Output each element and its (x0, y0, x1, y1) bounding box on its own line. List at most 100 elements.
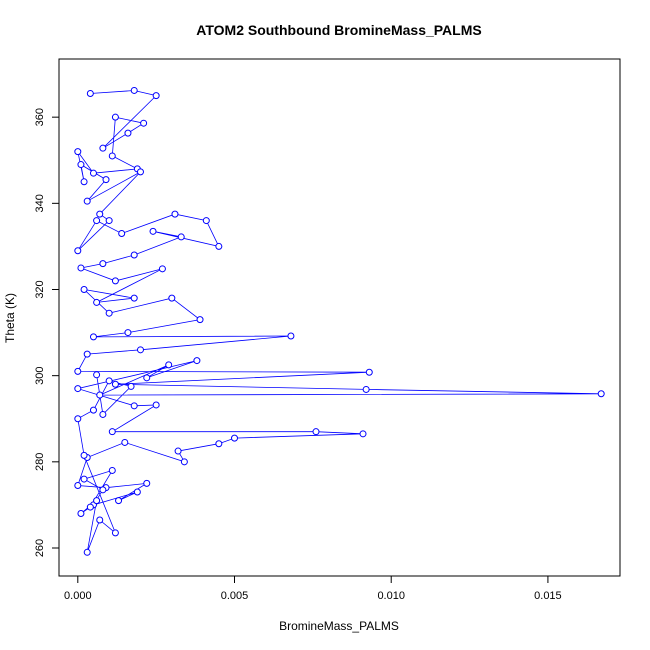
data-point (174, 447, 182, 455)
data-point (83, 197, 91, 205)
plot-frame (58, 58, 621, 577)
data-point (196, 316, 204, 324)
y-axis: 260 280 300 320 340 360 (34, 108, 60, 557)
data-point (89, 333, 97, 341)
data-point (74, 415, 82, 423)
data-point (158, 265, 166, 273)
data-point (143, 374, 151, 382)
data-point (93, 217, 101, 225)
data-point (89, 406, 97, 414)
data-point (130, 294, 138, 302)
data-point (74, 148, 82, 156)
data-point (80, 451, 88, 459)
y-tick-label: 260 (34, 539, 46, 557)
data-point (312, 428, 320, 436)
data-point (99, 144, 107, 152)
data-point (108, 428, 116, 436)
data-point (202, 217, 210, 225)
data-point (121, 438, 129, 446)
data-point (105, 377, 113, 385)
data-point (108, 152, 116, 160)
data-point (115, 497, 123, 505)
y-tick-label: 280 (34, 453, 46, 471)
data-point (127, 382, 135, 390)
data-point (102, 176, 110, 184)
series-line (76, 90, 602, 553)
x-axis-label: BromineMass_PALMS (279, 619, 399, 633)
data-point (111, 277, 119, 285)
data-point (362, 385, 370, 393)
data-point (93, 497, 101, 505)
data-point (89, 169, 97, 177)
data-point (152, 92, 160, 100)
data-point (105, 217, 113, 225)
y-tick-label: 340 (34, 194, 46, 212)
data-point (177, 233, 185, 241)
data-point (80, 285, 88, 293)
data-point (365, 368, 373, 376)
x-tick-label: 0.010 (377, 590, 405, 602)
y-axis-label: Theta (K) (3, 293, 17, 343)
data-point (83, 548, 91, 556)
data-point (111, 113, 119, 121)
data-point (74, 482, 82, 490)
data-point (124, 129, 132, 137)
data-point (359, 430, 367, 438)
data-point (111, 380, 119, 388)
x-tick-label: 0.000 (64, 590, 92, 602)
data-layer (74, 86, 605, 556)
data-point (149, 227, 157, 235)
y-tick-label: 320 (34, 280, 46, 298)
data-point (180, 458, 188, 466)
data-point (77, 161, 85, 169)
data-point (136, 168, 144, 176)
data-point (74, 367, 82, 375)
data-point (83, 350, 91, 358)
data-point (124, 329, 132, 337)
data-point (130, 251, 138, 259)
data-point (108, 466, 116, 474)
data-point (77, 264, 85, 272)
data-point (130, 402, 138, 410)
data-point (171, 210, 179, 218)
data-point (96, 210, 104, 218)
data-point (80, 475, 88, 483)
data-point (96, 391, 104, 399)
data-point (165, 361, 173, 369)
data-point (287, 332, 295, 340)
data-point (105, 309, 113, 317)
data-point (168, 294, 176, 302)
data-point (93, 298, 101, 306)
data-point (215, 242, 223, 250)
data-point (140, 119, 148, 127)
data-point (99, 486, 107, 494)
data-point (231, 434, 239, 442)
data-point (143, 479, 151, 487)
x-axis: 0.000 0.005 0.010 0.015 (64, 575, 562, 602)
data-point (77, 510, 85, 518)
data-point (80, 178, 88, 186)
data-point (99, 260, 107, 268)
data-point (111, 529, 119, 537)
data-point (193, 357, 201, 365)
data-point (118, 229, 126, 237)
y-tick-label: 360 (34, 108, 46, 126)
x-tick-label: 0.005 (221, 590, 249, 602)
data-point (597, 390, 605, 398)
x-tick-label: 0.015 (534, 590, 562, 602)
data-point (86, 503, 94, 511)
data-point (136, 346, 144, 354)
data-point (130, 86, 138, 94)
data-point (86, 89, 94, 97)
y-tick-label: 300 (34, 366, 46, 384)
chart-title: ATOM2 Southbound BromineMass_PALMS (196, 22, 481, 38)
data-point (93, 371, 101, 379)
data-point (74, 385, 82, 393)
data-point (74, 247, 82, 255)
data-point (215, 440, 223, 448)
data-point (133, 488, 141, 496)
data-point (96, 516, 104, 524)
data-point (152, 401, 160, 409)
data-point (99, 410, 107, 418)
